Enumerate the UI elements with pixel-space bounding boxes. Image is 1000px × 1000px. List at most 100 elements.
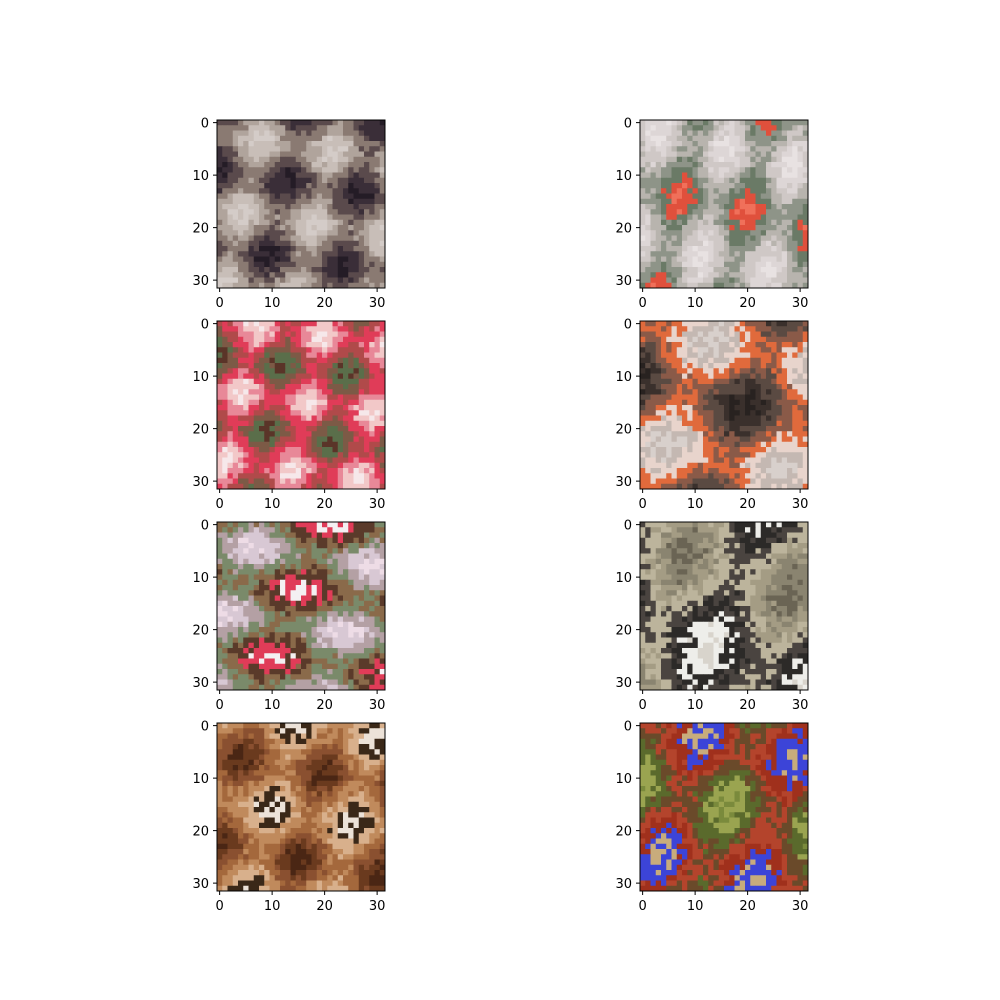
image-pixel <box>766 162 772 168</box>
image-pixel <box>322 256 328 263</box>
image-pixel <box>337 558 344 565</box>
image-pixel <box>734 120 741 126</box>
image-pixel <box>343 240 349 247</box>
image-pixel <box>327 410 333 416</box>
image-pixel <box>781 141 788 147</box>
image-pixel <box>316 130 323 137</box>
image-pixel <box>379 135 386 142</box>
image-pixel <box>348 141 354 147</box>
image-pixel <box>243 621 249 628</box>
image-pixel <box>724 357 730 364</box>
image-pixel <box>232 209 239 215</box>
image-pixel <box>217 399 223 406</box>
image-pixel <box>353 537 360 544</box>
image-pixel <box>666 426 672 432</box>
image-pixel <box>369 198 375 205</box>
image-pixel <box>687 146 693 152</box>
image-pixel <box>661 177 667 184</box>
image-pixel <box>322 399 328 406</box>
image-pixel <box>232 188 239 194</box>
image-pixel <box>348 621 354 628</box>
image-pixel <box>227 600 234 607</box>
image-pixel <box>248 342 255 348</box>
image-pixel <box>374 394 381 401</box>
image-pixel <box>766 141 772 147</box>
image-pixel <box>238 483 244 490</box>
image-pixel <box>290 378 297 385</box>
image-pixel <box>259 277 265 284</box>
image-pixel <box>645 336 651 343</box>
image-pixel <box>264 527 270 533</box>
image-pixel <box>238 543 244 549</box>
image-pixel <box>750 399 756 406</box>
image-pixel <box>766 394 772 401</box>
image-pixel <box>708 156 714 163</box>
image-pixel <box>661 188 667 194</box>
image-pixel <box>348 527 354 533</box>
image-pixel <box>280 141 286 147</box>
image-pixel <box>724 452 730 458</box>
image-pixel <box>374 156 381 163</box>
image-pixel <box>708 426 714 432</box>
image-pixel <box>724 447 730 453</box>
image-pixel <box>243 188 249 194</box>
image-pixel <box>661 156 667 163</box>
image-pixel <box>227 558 234 565</box>
image-pixel <box>322 452 328 458</box>
image-pixel <box>248 183 255 189</box>
image-pixel <box>755 441 762 448</box>
image-pixel <box>243 378 249 385</box>
image-pixel <box>374 267 381 273</box>
image-pixel <box>692 125 699 131</box>
image-pixel <box>316 447 323 453</box>
image-pixel <box>217 585 223 591</box>
image-pixel <box>337 653 344 659</box>
image-pixel <box>259 648 265 654</box>
image-pixel <box>776 384 783 390</box>
image-pixel <box>739 156 746 163</box>
image-pixel <box>274 240 281 247</box>
image-pixel <box>332 579 339 586</box>
image-pixel <box>692 214 699 221</box>
image-pixel <box>332 564 339 570</box>
image-pixel <box>369 172 375 179</box>
image-pixel <box>285 553 291 560</box>
image-pixel <box>787 225 793 231</box>
image-pixel <box>274 441 281 448</box>
image-pixel <box>745 193 751 200</box>
image-pixel <box>316 415 323 422</box>
image-pixel <box>755 256 762 263</box>
image-pixel <box>316 558 323 565</box>
image-pixel <box>217 648 223 654</box>
image-pixel <box>264 441 270 448</box>
image-pixel <box>682 204 688 210</box>
image-pixel <box>771 389 777 395</box>
image-pixel <box>248 632 255 638</box>
image-pixel <box>671 373 678 380</box>
image-pixel <box>295 219 302 226</box>
image-pixel <box>269 342 276 348</box>
image-pixel <box>640 331 646 338</box>
image-pixel <box>232 585 239 591</box>
image-pixel <box>285 193 291 200</box>
image-pixel <box>645 468 651 474</box>
image-pixel <box>766 198 772 205</box>
image-pixel <box>708 251 714 257</box>
image-pixel <box>248 399 255 406</box>
image-pixel <box>222 616 228 623</box>
image-pixel <box>692 230 699 236</box>
image-pixel <box>369 368 375 374</box>
image-pixel <box>364 209 370 215</box>
image-pixel <box>253 569 260 575</box>
image-pixel <box>227 611 234 617</box>
image-pixel <box>243 590 249 596</box>
x-tick-label: 0 <box>638 296 646 311</box>
image-pixel <box>682 167 688 173</box>
image-pixel <box>802 235 809 242</box>
image-pixel <box>295 342 302 348</box>
image-pixel <box>760 214 767 221</box>
image-pixel <box>316 282 323 289</box>
image-pixel <box>750 347 756 353</box>
image-pixel <box>222 452 228 458</box>
image-pixel <box>797 198 804 205</box>
